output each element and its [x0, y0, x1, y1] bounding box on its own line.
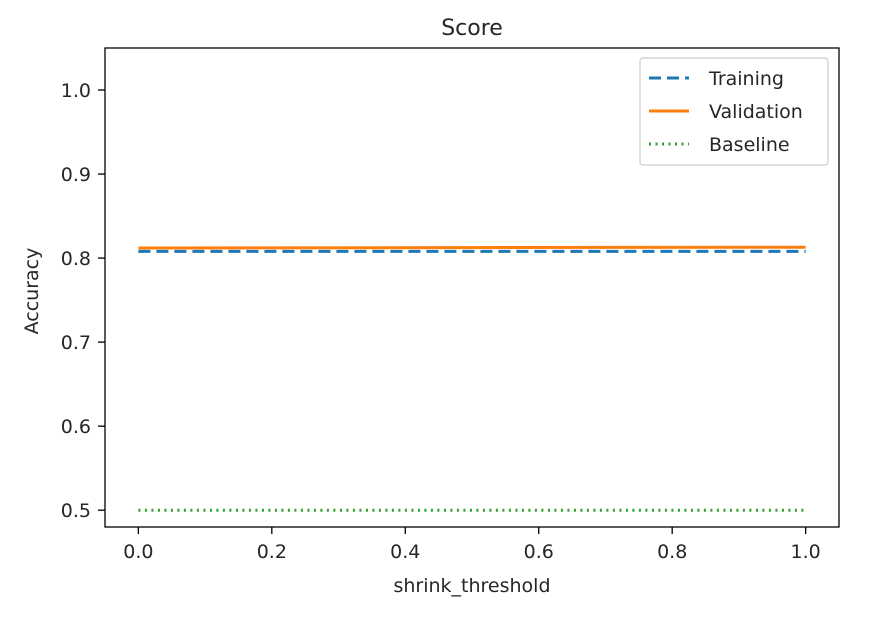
x-tick-label: 0.6 [524, 541, 554, 563]
legend-label-training: Training [708, 68, 784, 90]
y-axis: 0.5 0.6 0.7 0.8 0.9 1.0 [61, 80, 105, 522]
plot-area [104, 47, 840, 528]
y-tick-label: 0.8 [61, 248, 91, 270]
legend-box [639, 57, 829, 166]
legend-label-baseline: Baseline [709, 134, 790, 156]
x-tick-label: 0.0 [123, 541, 153, 563]
y-tick-label: 1.0 [61, 80, 91, 102]
x-tick-label: 0.4 [390, 541, 420, 563]
y-tick-label: 0.9 [61, 164, 91, 186]
y-tick-label: 0.7 [61, 332, 91, 354]
plot-frame [104, 47, 840, 528]
x-tick-label: 1.0 [791, 541, 821, 563]
legend-label-validation: Validation [709, 101, 803, 123]
x-tick-label: 0.8 [657, 541, 687, 563]
x-axis: 0.0 0.2 0.4 0.6 0.8 1.0 [123, 527, 821, 563]
y-tick-label: 0.5 [61, 500, 91, 522]
y-tick-label: 0.6 [61, 416, 91, 438]
legend: Training Validation Baseline [639, 57, 829, 166]
x-tick-label: 0.2 [257, 541, 287, 563]
x-axis-label: shrink_threshold [393, 575, 550, 597]
series-line-validation [138, 245, 806, 250]
y-axis-label: Accuracy [21, 248, 43, 335]
chart-title: Score [441, 16, 503, 41]
